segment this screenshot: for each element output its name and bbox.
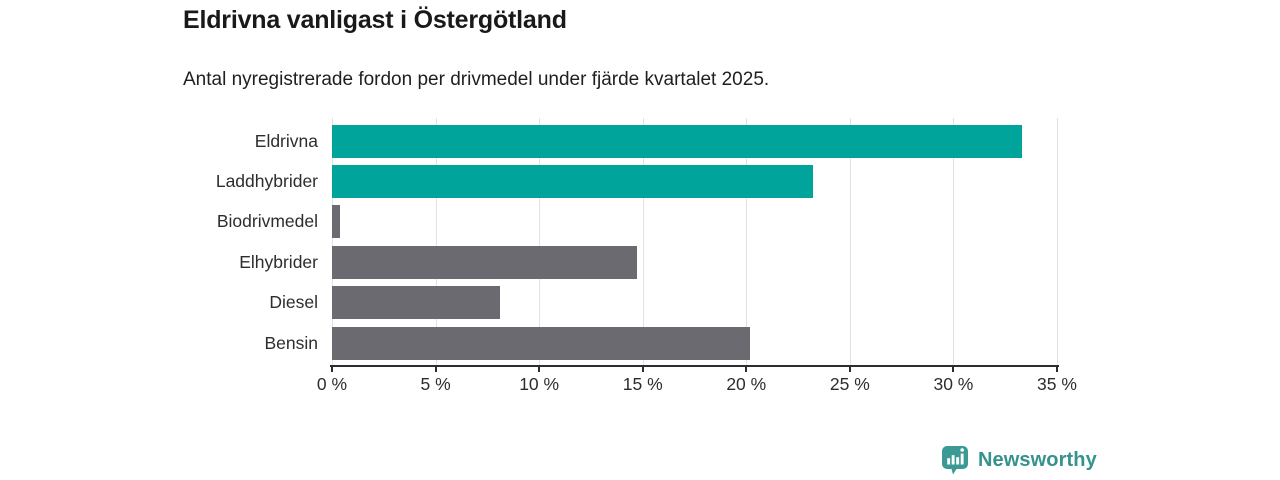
category-label: Biodrivmedel <box>216 211 318 232</box>
axis-tick <box>848 367 851 372</box>
axis-tick <box>1056 367 1058 372</box>
axis-tick-label: 20 % <box>726 374 767 394</box>
bar-eldrivna <box>332 124 1022 158</box>
bar-diesel <box>332 286 500 320</box>
bar-elhybrider <box>332 245 637 279</box>
newsworthy-logo: Newsworthy <box>941 445 1097 475</box>
gridline <box>1057 118 1058 366</box>
x-axis-line <box>330 365 1059 367</box>
axis-tick-label: 5 % <box>420 374 451 394</box>
axis-tick <box>538 367 541 372</box>
axis-tick <box>952 367 955 372</box>
category-label: Laddhybrider <box>215 170 318 191</box>
axis-tick-label: 10 % <box>519 374 560 394</box>
axis-tick <box>331 367 333 372</box>
gridline <box>849 118 851 366</box>
gridline <box>539 118 541 366</box>
axis-tick <box>434 367 437 372</box>
axis-tick <box>641 367 644 372</box>
gridline <box>642 118 644 366</box>
chart-title: Eldrivna vanligast i Östergötland <box>183 6 567 34</box>
bar-laddhybrider <box>332 164 813 198</box>
gridline <box>746 118 748 366</box>
axis-tick-label: 30 % <box>933 374 974 394</box>
category-label: Elhybrider <box>239 251 318 272</box>
plot-area <box>332 118 1058 366</box>
category-label: Diesel <box>269 292 318 313</box>
chart-subtitle: Antal nyregistrerade fordon per drivmede… <box>183 69 770 90</box>
newsworthy-icon <box>942 446 968 475</box>
newsworthy-wordmark: Newsworthy <box>978 448 1097 471</box>
gridline <box>332 118 333 366</box>
axis-tick-label: 25 % <box>829 374 870 394</box>
axis-tick <box>745 367 748 372</box>
gridline <box>953 118 955 366</box>
axis-tick-label: 15 % <box>622 374 663 394</box>
axis-tick-label: 35 % <box>1037 374 1077 394</box>
axis-tick-label: 0 % <box>316 374 348 394</box>
bar-biodrivmedel <box>332 205 341 239</box>
gridline <box>435 118 437 366</box>
bar-bensin <box>332 326 751 360</box>
category-label: Eldrivna <box>254 130 318 151</box>
category-label: Bensin <box>264 332 318 353</box>
